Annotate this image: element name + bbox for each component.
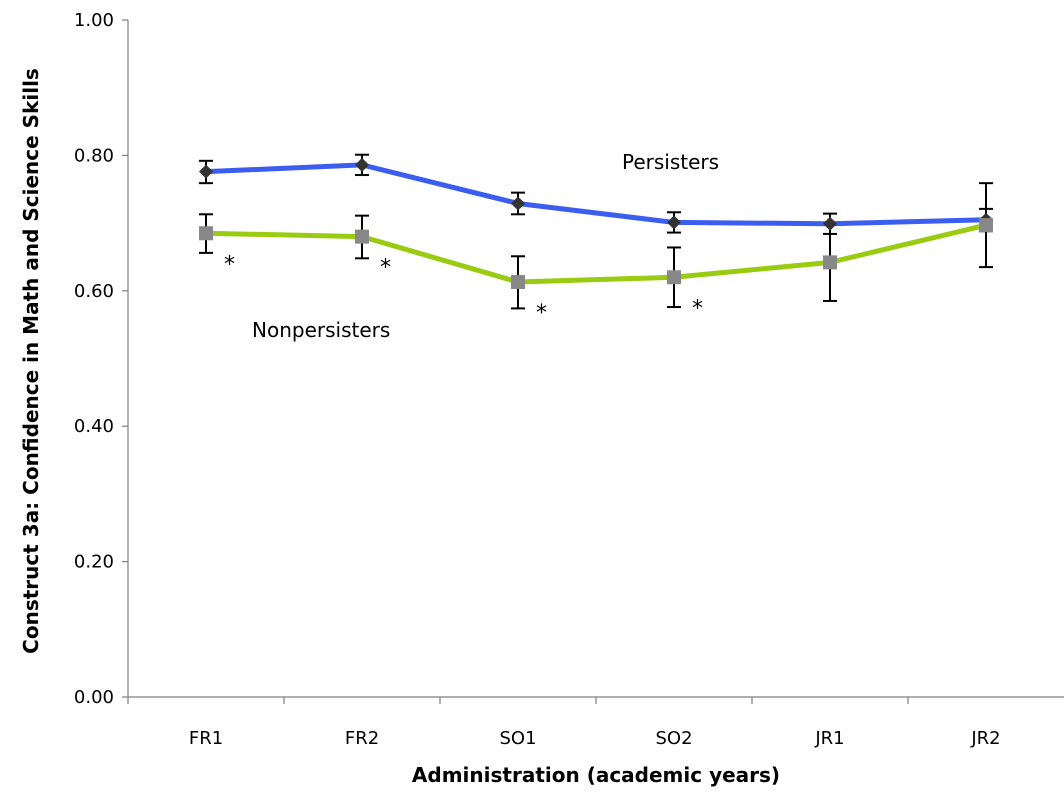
significance-asterisk: *	[536, 301, 547, 326]
data-point-diamond	[823, 216, 837, 231]
x-axis-title: Administration (academic years)	[412, 763, 780, 787]
series-line-persisters	[205, 162, 987, 227]
y-axis-title: Construct 3a: Confidence in Math and Sci…	[19, 68, 43, 654]
y-tick-label: 0.80	[74, 145, 114, 166]
data-point-square	[355, 229, 369, 244]
y-tick-label: 0.00	[74, 687, 114, 708]
axes	[127, 20, 1064, 698]
data-point-diamond	[355, 157, 369, 172]
data-point-square	[979, 218, 993, 233]
series-markers	[199, 157, 993, 289]
series-line-nonpersisters	[205, 222, 987, 285]
x-tick-label: JR1	[814, 728, 844, 749]
y-tick-label: 0.40	[74, 416, 114, 437]
series-lines	[205, 162, 987, 285]
data-point-square	[823, 255, 837, 270]
data-point-square	[511, 274, 525, 289]
significance-asterisk: *	[380, 256, 391, 281]
axis-ticks: 0.00 0.20 0.40 0.60 0.80 1.00 FR1 FR2 SO1 SO2 JR1 J…	[74, 10, 1001, 749]
significance-marks: * * * *	[224, 252, 703, 326]
data-point-diamond	[199, 164, 213, 179]
significance-asterisk: *	[692, 296, 703, 321]
error-bars	[199, 153, 993, 310]
y-tick-label: 1.00	[74, 10, 114, 31]
data-point-square	[199, 226, 213, 241]
chart-labels: Administration (academic years) Construc…	[19, 68, 780, 787]
x-tick-label: FR1	[189, 728, 223, 749]
data-point-square	[667, 270, 681, 285]
series-label-nonpersisters: Nonpersisters	[252, 318, 390, 342]
x-tick-label: JR2	[970, 728, 1000, 749]
significance-asterisk: *	[224, 252, 235, 277]
data-point-diamond	[667, 215, 681, 230]
series-label-persisters: Persisters	[622, 150, 719, 174]
x-tick-label: FR2	[345, 728, 379, 749]
x-tick-label: SO1	[499, 728, 536, 749]
data-point-diamond	[511, 196, 525, 211]
y-tick-label: 0.20	[74, 552, 114, 573]
y-tick-label: 0.60	[74, 281, 114, 302]
x-tick-label: SO2	[655, 728, 692, 749]
